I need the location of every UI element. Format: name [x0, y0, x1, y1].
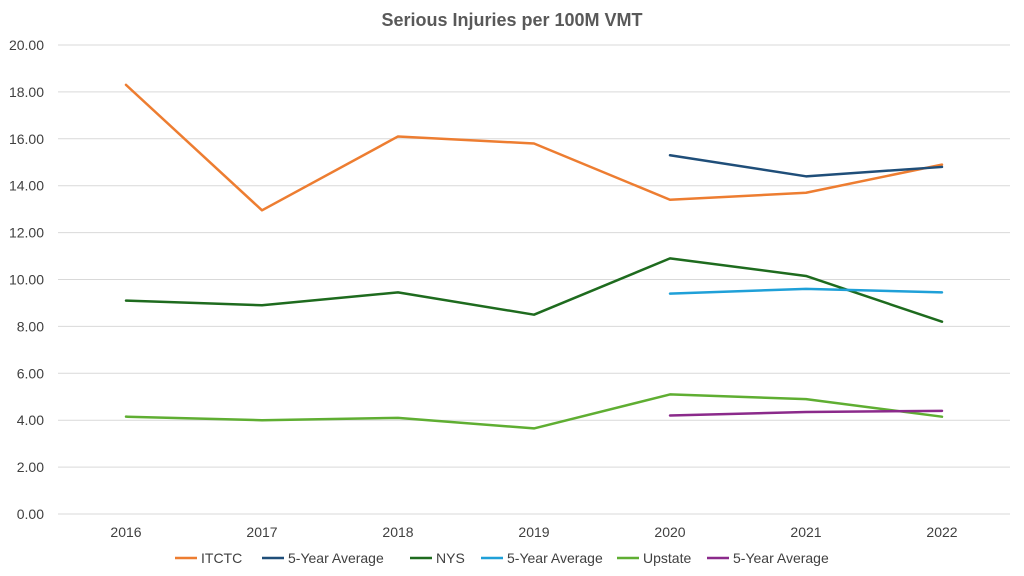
legend-label: 5-Year Average [507, 550, 603, 566]
legend-item: ITCTC [175, 550, 242, 566]
series-line-0 [124, 83, 944, 212]
y-tick-label: 14.00 [9, 178, 44, 194]
series-lines [124, 83, 944, 430]
x-tick-label: 2017 [246, 524, 277, 540]
y-axis-ticks: 0.00 2.00 4.00 6.00 8.00 10.00 12.00 14.00 16.00… [9, 37, 44, 522]
x-tick-label: 2020 [654, 524, 685, 540]
series-line-5 [668, 409, 944, 417]
chart-title: Serious Injuries per 100M VMT [381, 10, 642, 30]
legend-label: 5-Year Average [733, 550, 829, 566]
x-tick-label: 2018 [382, 524, 413, 540]
y-tick-label: 6.00 [17, 365, 44, 381]
legend-label: Upstate [643, 550, 691, 566]
x-tick-label: 2016 [110, 524, 141, 540]
legend-label: 5-Year Average [288, 550, 384, 566]
legend-item: Upstate [617, 550, 691, 566]
y-tick-label: 0.00 [17, 506, 44, 522]
y-tick-label: 20.00 [9, 37, 44, 53]
legend: ITCTC 5-Year Average NYS 5-Year Average Upst… [175, 550, 829, 566]
x-axis-ticks: 2016 2017 2018 2019 2020 2021 2022 [110, 524, 957, 540]
y-tick-label: 12.00 [9, 225, 44, 241]
y-tick-label: 10.00 [9, 272, 44, 288]
y-tick-label: 18.00 [9, 84, 44, 100]
gridlines [58, 44, 1010, 515]
legend-item: 5-Year Average [262, 550, 384, 566]
series-line-2 [124, 257, 944, 323]
series-line-4 [124, 393, 944, 430]
legend-item: 5-Year Average [481, 550, 603, 566]
legend-label: NYS [436, 550, 465, 566]
x-tick-label: 2022 [926, 524, 957, 540]
x-tick-label: 2021 [790, 524, 821, 540]
y-tick-label: 2.00 [17, 459, 44, 475]
legend-label: ITCTC [201, 550, 242, 566]
y-tick-label: 8.00 [17, 318, 44, 334]
series-line-3 [668, 287, 944, 295]
series-line-1 [668, 153, 944, 178]
legend-item: 5-Year Average [707, 550, 829, 566]
y-tick-label: 4.00 [17, 412, 44, 428]
y-tick-label: 16.00 [9, 131, 44, 147]
x-tick-label: 2019 [518, 524, 549, 540]
legend-item: NYS [410, 550, 465, 566]
